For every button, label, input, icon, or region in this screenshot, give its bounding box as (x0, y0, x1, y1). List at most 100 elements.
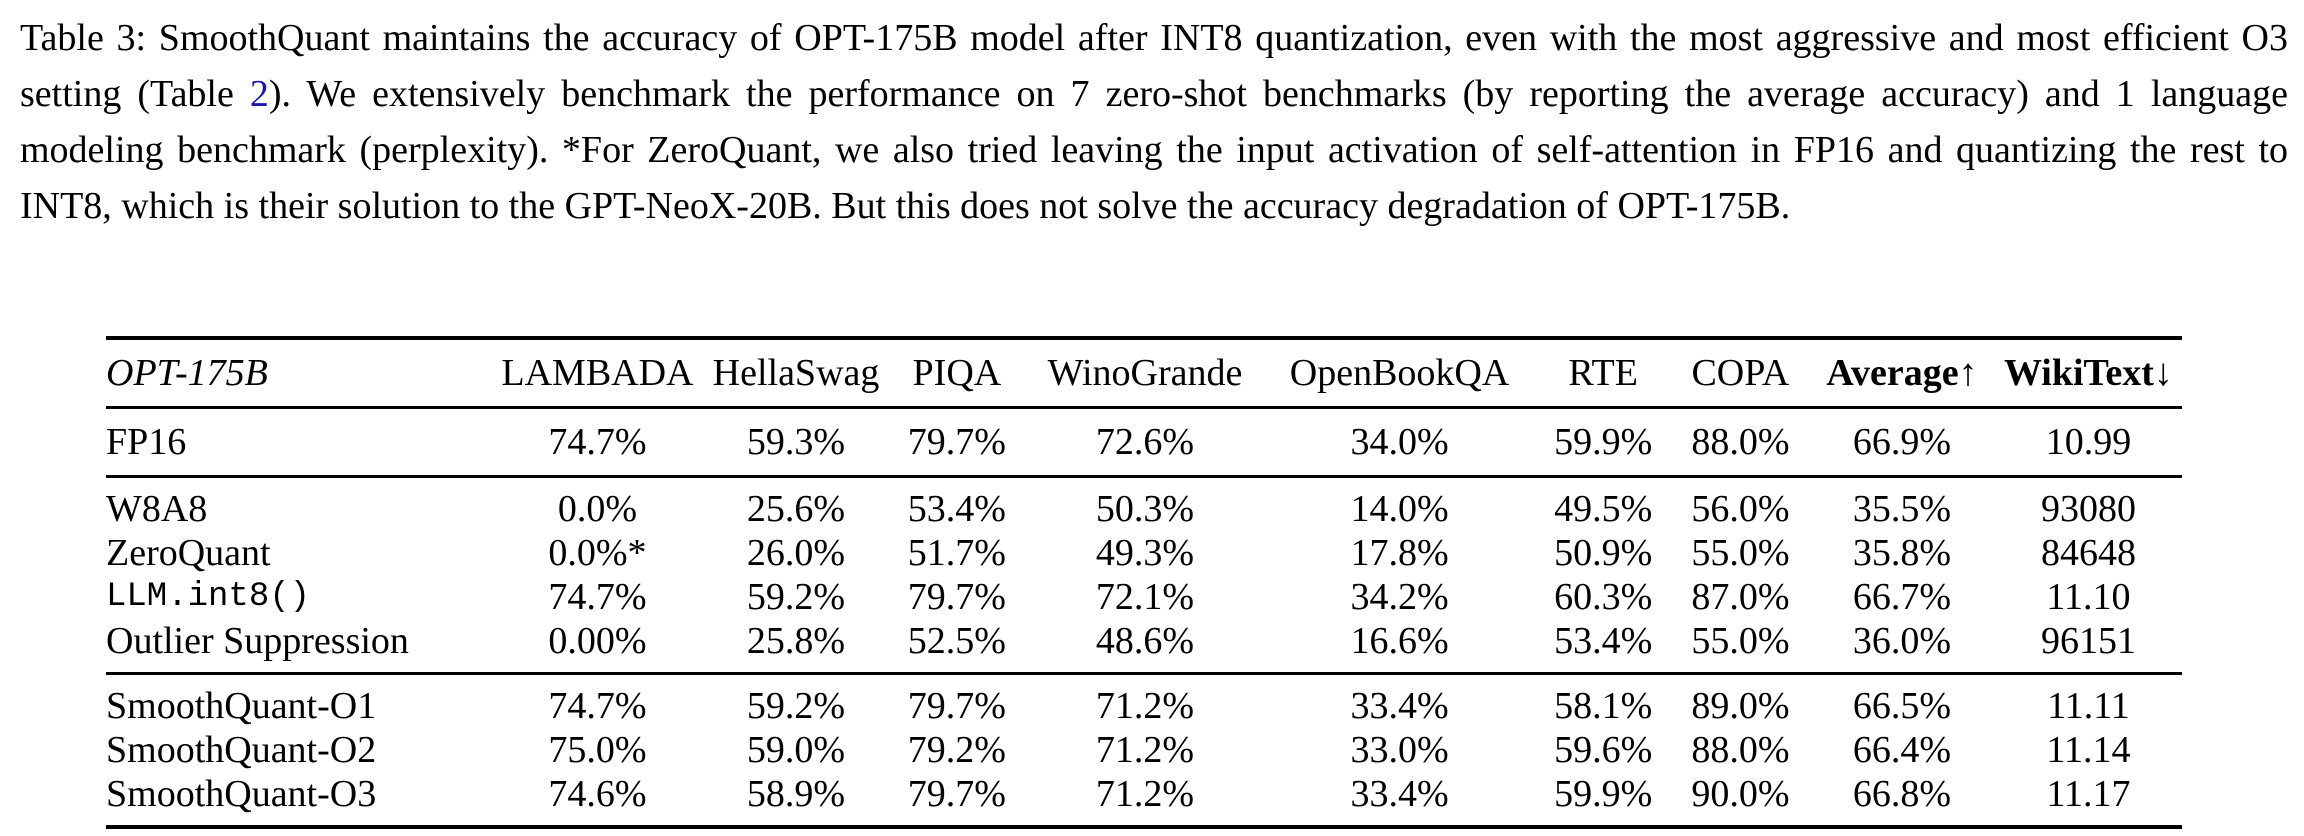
cell: 26.0% (746, 532, 846, 574)
header-lambada: LAMBADA (501, 352, 694, 394)
cell: 66.4% (1852, 729, 1952, 771)
cell: 88.0% (1691, 729, 1790, 771)
cell: 14.0% (1350, 488, 1449, 530)
table-row: Outlier Suppression 0.00% 25.8% 52.5% 48… (106, 619, 2182, 674)
row-label: ZeroQuant (106, 532, 271, 574)
cell: 11.10 (2046, 576, 2131, 618)
header-openbookqa: OpenBookQA (1289, 352, 1510, 394)
row-label: LLM.int8() (106, 578, 311, 616)
cell: 66.8% (1852, 773, 1952, 815)
cell: 49.3% (1095, 532, 1195, 574)
caption-text-1: Table 3: SmoothQuant maintains the accur… (20, 17, 2288, 115)
header-piqa: PIQA (912, 352, 1002, 394)
cell: 50.3% (1095, 488, 1195, 530)
cell: 59.2% (746, 576, 846, 618)
cell: 74.6% (548, 773, 647, 815)
row-label: SmoothQuant-O3 (106, 773, 377, 815)
row-label: FP16 (106, 421, 187, 463)
cell: 96151 (2040, 620, 2136, 662)
cell: 79.7% (907, 576, 1006, 618)
table-caption: Table 3: SmoothQuant maintains the accur… (20, 10, 2288, 234)
header-wikitext: WikiText↓ (2003, 352, 2173, 394)
cell: 66.5% (1852, 685, 1952, 727)
table-row: SmoothQuant-O1 74.7% 59.2% 79.7% 71.2% 3… (106, 674, 2182, 729)
cell: 25.6% (746, 488, 846, 530)
cell: 11.14 (2046, 729, 2131, 771)
cell: 59.9% (1554, 773, 1653, 815)
cell: 51.7% (907, 532, 1006, 574)
cell: 72.6% (1095, 421, 1195, 463)
cell: 79.7% (907, 685, 1006, 727)
cell: 0.00% (548, 620, 647, 662)
table-reference-link[interactable]: 2 (249, 73, 269, 115)
cell: 35.8% (1852, 532, 1952, 574)
cell: 59.3% (746, 421, 846, 463)
cell: 74.7% (548, 421, 647, 463)
cell: 33.4% (1350, 685, 1449, 727)
cell: 88.0% (1691, 421, 1790, 463)
header-winogrande: WinoGrande (1047, 352, 1243, 394)
cell: 93080 (2040, 488, 2136, 530)
cell: 59.0% (746, 729, 846, 771)
cell: 71.2% (1095, 773, 1195, 815)
header-rte: RTE (1568, 352, 1638, 394)
cell: 71.2% (1095, 685, 1195, 727)
cell: 59.6% (1554, 729, 1653, 771)
table-header-row: OPT-175B LAMBADA HellaSwag PIQA WinoGran… (106, 338, 2182, 408)
cell: 36.0% (1852, 620, 1952, 662)
cell: 71.2% (1095, 729, 1195, 771)
table-row: FP16 74.7% 59.3% 79.7% 72.6% 34.0% 59.9%… (106, 408, 2182, 477)
cell: 55.0% (1691, 620, 1790, 662)
cell: 79.7% (907, 421, 1006, 463)
cell: 53.4% (1554, 620, 1653, 662)
cell: 74.7% (548, 576, 647, 618)
cell: 59.2% (746, 685, 846, 727)
header-average: Average↑ (1826, 352, 1978, 394)
cell: 66.9% (1852, 421, 1952, 463)
cell: 58.1% (1554, 685, 1653, 727)
cell: 79.2% (907, 729, 1006, 771)
table-row: SmoothQuant-O3 74.6% 58.9% 79.7% 71.2% 3… (106, 772, 2182, 827)
cell: 84648 (2040, 532, 2136, 574)
table-row: ZeroQuant 0.0%* 26.0% 51.7% 49.3% 17.8% … (106, 531, 2182, 575)
row-label: W8A8 (106, 488, 208, 530)
cell: 11.17 (2046, 773, 2131, 815)
cell: 72.1% (1095, 576, 1195, 618)
cell: 48.6% (1095, 620, 1195, 662)
cell: 55.0% (1691, 532, 1790, 574)
table-row: SmoothQuant-O2 75.0% 59.0% 79.2% 71.2% 3… (106, 728, 2182, 772)
cell: 10.99 (2045, 421, 2132, 463)
cell: 16.6% (1350, 620, 1449, 662)
cell: 25.8% (746, 620, 846, 662)
cell: 66.7% (1852, 576, 1952, 618)
cell: 75.0% (548, 729, 647, 771)
results-table: OPT-175B LAMBADA HellaSwag PIQA WinoGran… (106, 336, 2182, 829)
cell: 33.4% (1350, 773, 1449, 815)
header-model: OPT-175B (106, 352, 268, 394)
caption-text-2: ). We extensively benchmark the performa… (20, 73, 2288, 227)
row-label: SmoothQuant-O2 (106, 729, 377, 771)
cell: 74.7% (548, 685, 647, 727)
cell: 17.8% (1350, 532, 1449, 574)
row-label: Outlier Suppression (106, 620, 409, 662)
cell: 56.0% (1691, 488, 1790, 530)
cell: 0.0% (557, 488, 638, 530)
cell: 89.0% (1691, 685, 1790, 727)
cell: 60.3% (1554, 576, 1653, 618)
cell: 0.0%* (548, 532, 647, 574)
results-table-container: OPT-175B LAMBADA HellaSwag PIQA WinoGran… (106, 336, 2182, 829)
cell: 49.5% (1554, 488, 1653, 530)
table-row: W8A8 0.0% 25.6% 53.4% 50.3% 14.0% 49.5% … (106, 477, 2182, 532)
cell: 34.0% (1350, 421, 1449, 463)
cell: 58.9% (746, 773, 846, 815)
cell: 79.7% (907, 773, 1006, 815)
cell: 11.11 (2047, 685, 2130, 727)
cell: 33.0% (1350, 729, 1449, 771)
cell: 59.9% (1554, 421, 1653, 463)
cell: 34.2% (1350, 576, 1449, 618)
cell: 50.9% (1554, 532, 1653, 574)
row-label: SmoothQuant-O1 (106, 685, 377, 727)
cell: 35.5% (1852, 488, 1952, 530)
header-copa: COPA (1691, 352, 1790, 394)
table-row: LLM.int8() 74.7% 59.2% 79.7% 72.1% 34.2%… (106, 575, 2182, 619)
